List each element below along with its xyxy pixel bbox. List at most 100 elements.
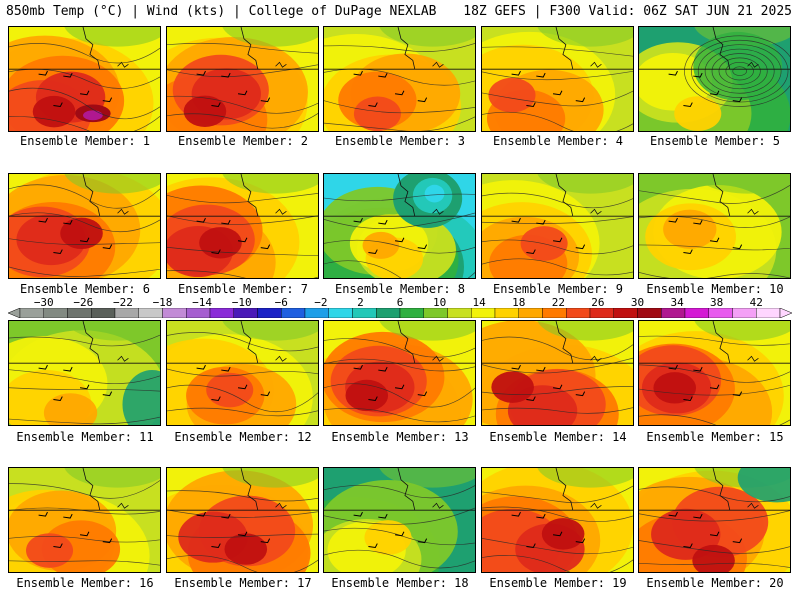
colorbar-tick-label: 22: [551, 296, 565, 309]
member-label-8: Ensemble Member: 8: [334, 282, 466, 296]
temperature-field: [167, 468, 318, 572]
temperature-field: [167, 174, 318, 278]
colorbar-swatch: [19, 308, 44, 318]
temperature-field: [639, 468, 790, 572]
member-label-12: Ensemble Member: 12: [174, 430, 312, 444]
member-map-19: [481, 467, 634, 573]
member-label-11: Ensemble Member: 11: [16, 430, 154, 444]
member-label-16: Ensemble Member: 16: [16, 576, 154, 590]
colorbar-tick-label: 38: [710, 296, 724, 309]
member-map-13: [323, 320, 476, 426]
chart-title: 850mb Temp (°C) | Wind (kts) | College o…: [6, 4, 437, 19]
temperature-field: [482, 321, 633, 425]
member-label-18: Ensemble Member: 18: [331, 576, 469, 590]
member-label-4: Ensemble Member: 4: [492, 134, 624, 148]
member-label-1: Ensemble Member: 1: [19, 134, 151, 148]
temperature-field: [324, 321, 475, 425]
temperature-field: [167, 27, 318, 131]
member-map-6: [8, 173, 161, 279]
colorbar-swatch: [732, 308, 757, 318]
colorbar-swatch: [43, 308, 68, 318]
temperature-field: [324, 468, 475, 572]
colorbar-swatch: [661, 308, 686, 318]
colorbar-swatch: [138, 308, 163, 318]
colorbar-swatch: [399, 308, 424, 318]
temperature-field: [9, 321, 160, 425]
member-map-12: [166, 320, 319, 426]
member-map-17: [166, 467, 319, 573]
colorbar-swatch: [376, 308, 401, 318]
colorbar-swatch: [67, 308, 92, 318]
temperature-field: [9, 468, 160, 572]
colorbar-swatch: [233, 308, 258, 318]
valid-time: 18Z GEFS | F300 Valid: 06Z SAT JUN 21 20…: [463, 4, 792, 19]
colorbar-swatch: [257, 308, 282, 318]
temperature-field: [482, 27, 633, 131]
member-label-9: Ensemble Member: 9: [492, 282, 624, 296]
temperature-field: [482, 468, 633, 572]
colorbar-tick-label: 42: [749, 296, 763, 309]
colorbar-arrow-left: [8, 308, 21, 318]
colorbar-swatch: [542, 308, 567, 318]
member-label-15: Ensemble Member: 15: [646, 430, 784, 444]
temperature-field: [9, 174, 160, 278]
colorbar-swatch: [684, 308, 709, 318]
colorbar-swatch: [91, 308, 116, 318]
colorbar-tick-label: 14: [472, 296, 486, 309]
colorbar-swatch: [186, 308, 211, 318]
colorbar-swatch: [494, 308, 519, 318]
colorbar-tick-label: 2: [357, 296, 364, 309]
temperature-field: [9, 27, 160, 131]
colorbar-tick-label: −30: [33, 296, 54, 309]
member-map-2: [166, 26, 319, 132]
colorbar-tick-label: −18: [152, 296, 173, 309]
colorbar-tick-label: −26: [73, 296, 94, 309]
member-map-15: [638, 320, 791, 426]
colorbar-swatch: [566, 308, 591, 318]
temperature-field: [639, 27, 790, 131]
colorbar-tick-label: −2: [314, 296, 328, 309]
member-map-10: [638, 173, 791, 279]
colorbar-tick-label: −6: [274, 296, 288, 309]
colorbar-swatch: [589, 308, 614, 318]
temperature-colorbar: [8, 308, 792, 318]
colorbar-swatch: [471, 308, 496, 318]
colorbar-swatch: [209, 308, 234, 318]
colorbar-swatch: [756, 308, 781, 318]
member-map-16: [8, 467, 161, 573]
member-map-14: [481, 320, 634, 426]
colorbar-swatch: [114, 308, 139, 318]
member-map-18: [323, 467, 476, 573]
colorbar-tick-label: 6: [396, 296, 404, 309]
member-map-11: [8, 320, 161, 426]
member-map-20: [638, 467, 791, 573]
colorbar-swatch: [281, 308, 306, 318]
member-map-1: [8, 26, 161, 132]
colorbar-swatch: [613, 308, 638, 318]
member-label-3: Ensemble Member: 3: [334, 134, 466, 148]
temperature-field: [639, 174, 790, 278]
temperature-field: [324, 27, 475, 131]
temperature-field: [639, 321, 790, 425]
member-map-4: [481, 26, 634, 132]
colorbar-swatch: [447, 308, 472, 318]
colorbar-swatch: [708, 308, 733, 318]
colorbar-swatch: [352, 308, 377, 318]
colorbar-swatch: [304, 308, 329, 318]
member-map-7: [166, 173, 319, 279]
member-label-14: Ensemble Member: 14: [489, 430, 627, 444]
member-label-10: Ensemble Member: 10: [646, 282, 784, 296]
colorbar-swatch: [637, 308, 662, 318]
colorbar-tick-label: −14: [192, 296, 213, 309]
colorbar-arrow-right: [779, 308, 792, 318]
member-map-9: [481, 173, 634, 279]
colorbar-tick-label: 10: [432, 296, 447, 309]
member-label-7: Ensemble Member: 7: [177, 282, 309, 296]
member-label-17: Ensemble Member: 17: [174, 576, 312, 590]
temperature-field: [324, 174, 475, 278]
colorbar-swatch: [423, 308, 448, 318]
member-label-5: Ensemble Member: 5: [649, 134, 781, 148]
temperature-field: [167, 321, 318, 425]
member-map-8: [323, 173, 476, 279]
member-label-6: Ensemble Member: 6: [19, 282, 151, 296]
